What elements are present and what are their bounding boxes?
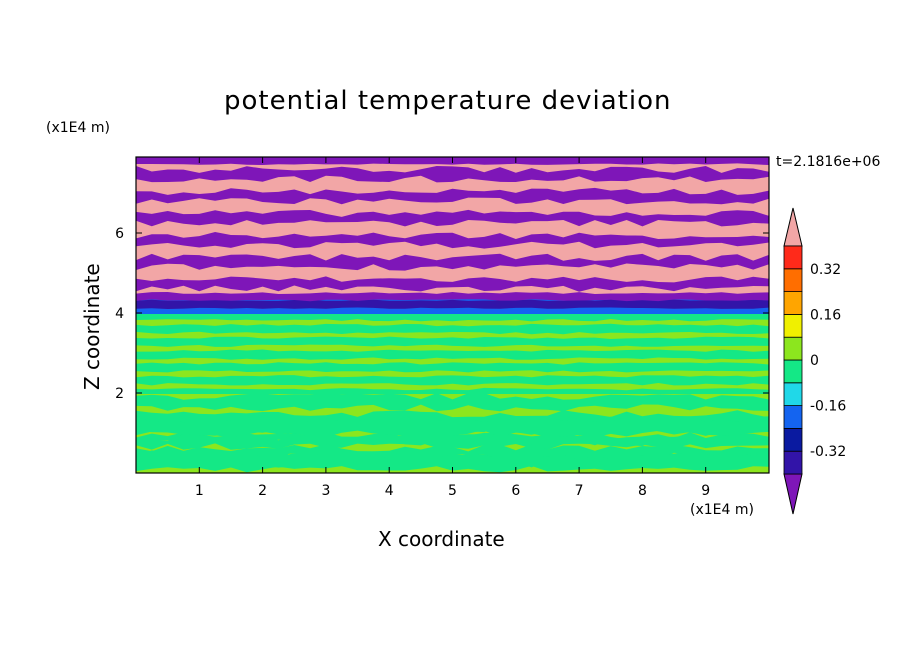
colorbar-label: -0.32 [810, 444, 846, 460]
field-layer-1 [136, 313, 769, 394]
field-stripe [136, 232, 769, 249]
x-tick-label: 5 [448, 483, 457, 499]
colorbar-label: 0.16 [810, 307, 841, 323]
x-axis-multiplier: (x1E4 m) [690, 502, 754, 518]
field-stripe [136, 187, 769, 205]
contour-field [136, 157, 769, 473]
x-tick-label: 1 [195, 483, 204, 499]
field-band [136, 299, 769, 309]
x-tick-label: 6 [511, 483, 520, 499]
colorbar-swatch [783, 427, 803, 452]
colorbar-swatch [783, 313, 803, 338]
field-band [136, 344, 769, 352]
colorbar-swatch [783, 450, 803, 475]
field-band [136, 307, 769, 314]
y-axis-label: Z coordinate [80, 263, 104, 390]
field-stripe [136, 209, 769, 227]
colorbar-swatch [783, 268, 803, 292]
y-tick-label: 6 [115, 226, 124, 242]
colorbar-label: -0.16 [810, 399, 846, 415]
y-axis-ticks: 2 4 6 [115, 226, 769, 402]
y-axis-multiplier: (x1E4 m) [46, 120, 110, 136]
colorbar-swatch [783, 405, 803, 429]
colorbar-swatch [783, 359, 803, 384]
x-axis-ticks: 1 2 3 4 5 6 7 8 9 [195, 157, 710, 499]
colorbar-swatch [783, 245, 803, 270]
field-band [136, 370, 769, 378]
x-tick-label: 2 [258, 483, 267, 499]
field-stripe [136, 166, 769, 183]
field-stripe [136, 253, 769, 271]
colorbar-swatch [783, 336, 803, 361]
field-blob [136, 415, 769, 438]
x-tick-label: 3 [321, 483, 330, 499]
colorbar-label: 0.32 [810, 262, 841, 278]
field-blob [136, 433, 769, 450]
colorbar-label: 0 [810, 353, 819, 369]
y-tick-label: 4 [115, 306, 124, 322]
field-band [136, 383, 769, 391]
x-tick-label: 9 [701, 483, 710, 499]
field-blob [136, 444, 769, 460]
time-label: t=2.1816e+06 [776, 154, 881, 170]
colorbar-extend-top [783, 207, 803, 247]
colorbar-swatch [783, 291, 803, 315]
x-tick-label: 8 [638, 483, 647, 499]
colorbar: 0.32 0.16 0 -0.16 -0.32 [783, 207, 846, 515]
field-band [136, 331, 769, 339]
x-tick-label: 7 [575, 483, 584, 499]
x-tick-label: 4 [385, 483, 394, 499]
x-axis-label: X coordinate [378, 527, 505, 551]
field-stripe [136, 276, 769, 292]
colorbar-swatch [783, 382, 803, 406]
colorbar-extend-bottom [783, 473, 803, 515]
field-blob [136, 393, 769, 412]
chart-title: potential temperature deviation [224, 86, 672, 116]
field-band [136, 357, 769, 365]
field-band [136, 319, 769, 327]
y-tick-label: 2 [115, 386, 124, 402]
field-band [136, 292, 769, 302]
